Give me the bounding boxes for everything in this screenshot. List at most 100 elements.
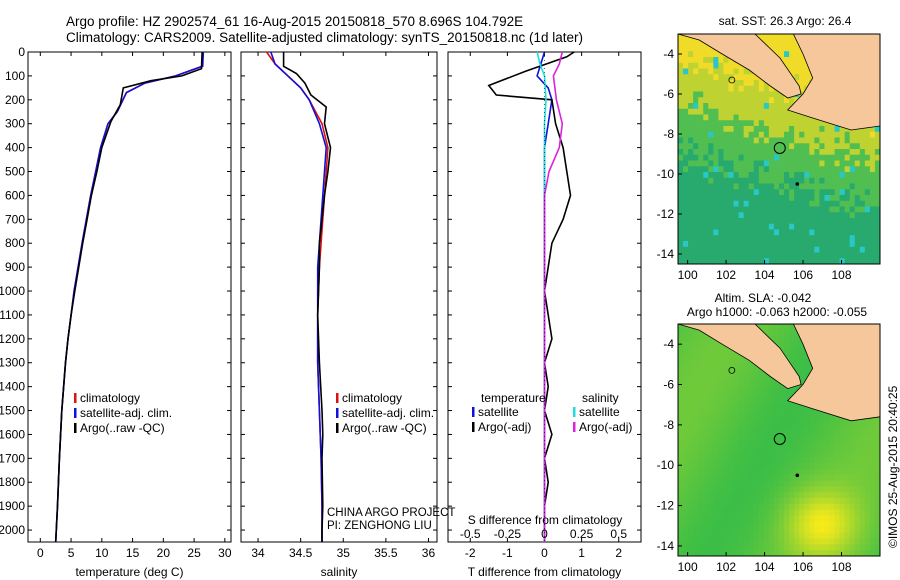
difference-xtick-top-label: -0.5 xyxy=(460,527,481,541)
sla-map-island xyxy=(728,366,736,374)
salinity-legend-label: climatology xyxy=(342,391,402,405)
sst-map-xtick-label: 108 xyxy=(832,268,852,282)
depth-tick-label: 400 xyxy=(5,141,25,155)
temperature-legend-label: climatology xyxy=(80,391,140,405)
difference-s-legend-swatch xyxy=(573,407,576,417)
salinity-xtick-label: 35 xyxy=(337,546,351,560)
salinity-series-satellite-adj-clim- xyxy=(270,51,328,542)
temperature-series-argo-raw-qc- xyxy=(54,51,203,543)
depth-tick-label: 0 xyxy=(18,45,25,59)
temperature-xtick-label: 0 xyxy=(37,546,44,560)
difference-t-legend-swatch xyxy=(472,407,475,417)
difference-t-legend-swatch xyxy=(472,422,475,432)
temperature-xtick-label: 5 xyxy=(68,546,75,560)
difference-xtick-label: 1 xyxy=(578,546,585,560)
depth-tick-label: 1600 xyxy=(0,427,25,441)
sla-map-raster xyxy=(678,324,880,556)
depth-tick-label: 2000 xyxy=(0,523,25,537)
temperature-xtick-label: 25 xyxy=(187,546,201,560)
salinity-legend-swatch xyxy=(336,393,339,403)
sla-map-xtick-label: 104 xyxy=(755,560,775,574)
sla-map-ytick-label: -8 xyxy=(663,418,674,432)
difference-legend-title-s: salinity xyxy=(582,391,619,405)
depth-tick-label: 700 xyxy=(5,212,25,226)
sla-map-group xyxy=(677,323,881,557)
depth-tick-label: 800 xyxy=(5,236,25,250)
temperature-xlabel: temperature (deg C) xyxy=(75,565,183,579)
sst-map-ytick-label: -6 xyxy=(663,87,674,101)
depth-tick-label: 900 xyxy=(5,260,25,274)
difference-legend-title-t: temperature xyxy=(481,391,546,405)
depth-tick-label: 300 xyxy=(5,117,25,131)
salinity-xtick-label: 34 xyxy=(251,546,265,560)
temperature-legend-swatch xyxy=(74,423,77,433)
difference-xtick-label: 2 xyxy=(615,546,622,560)
sst-map-argo-position xyxy=(773,142,786,154)
sst-map-title: sat. SST: 26.3 Argo: 26.4 xyxy=(719,14,852,28)
annotation-pi: PI: ZENGHONG LIU xyxy=(327,520,432,532)
depth-tick-label: 1200 xyxy=(0,332,25,346)
header-line-1: Argo profile: HZ 2902574_61 16-Aug-2015 … xyxy=(66,14,524,29)
difference-series-t-argo xyxy=(487,51,575,542)
header-line-2: Climatology: CARS2009. Satellite-adjuste… xyxy=(66,30,584,45)
depth-tick-label: 1300 xyxy=(0,356,25,370)
sla-map-point xyxy=(795,473,800,478)
salinity-frame xyxy=(240,51,438,543)
watermark: ©IMOS 25-Aug-2015 20:40:25 xyxy=(886,385,900,548)
sla-map-ytick-label: -4 xyxy=(663,337,674,351)
sst-map-sumatra xyxy=(678,34,802,99)
difference-s-legend-label: satellite xyxy=(579,405,620,419)
depth-tick-label: 1000 xyxy=(0,284,25,298)
salinity-xtick-label: 35.5 xyxy=(374,546,398,560)
difference-xlabel: T difference from climatology xyxy=(468,565,622,579)
sla-map-ytick-label: -14 xyxy=(657,539,675,553)
depth-tick-label: 200 xyxy=(5,93,25,107)
salinity-series-argo-raw-qc- xyxy=(282,52,332,542)
sst-map-ytick-label: -12 xyxy=(657,207,675,221)
sla-map-frame xyxy=(677,323,881,557)
sla-map-xtick-label: 106 xyxy=(793,560,813,574)
sst-map-java xyxy=(786,34,880,131)
depth-tick-label: 1400 xyxy=(0,380,25,394)
temperature-xtick-label: 15 xyxy=(126,546,140,560)
sst-map-xtick-label: 106 xyxy=(793,268,813,282)
salinity-legend-label: satellite-adj. clim. xyxy=(342,406,434,420)
sla-map-title-2: Argo h1000: -0.063 h2000: -0.055 xyxy=(687,305,867,319)
difference-s-legend-swatch xyxy=(573,422,576,432)
difference-xlabel-top: S difference from climatology xyxy=(468,513,623,527)
sla-map-java xyxy=(786,324,880,422)
depth-tick-label: 1500 xyxy=(0,404,25,418)
sst-map-xtick-label: 100 xyxy=(678,268,698,282)
sst-map-ytick-label: -8 xyxy=(663,127,674,141)
sla-map-xtick-label: 108 xyxy=(832,560,852,574)
difference-xtick-top-label: 0.5 xyxy=(610,527,627,541)
sla-map-argo-position xyxy=(773,432,786,445)
depth-tick-label: 1700 xyxy=(0,451,25,465)
annotation-project: CHINA ARGO PROJECT xyxy=(327,507,455,519)
temperature-legend-label: Argo(..raw -QC) xyxy=(80,421,165,435)
difference-t-legend-label: satellite xyxy=(478,405,519,419)
difference-xtick-label: -2 xyxy=(465,546,476,560)
sst-map-xtick-label: 104 xyxy=(755,268,775,282)
depth-tick-label: 100 xyxy=(5,69,25,83)
sst-map-ytick-label: -10 xyxy=(657,167,675,181)
sla-map-ytick-label: -12 xyxy=(657,499,675,513)
sst-map-raster xyxy=(678,34,880,264)
depth-tick-label: 1100 xyxy=(0,308,25,322)
sst-map-group xyxy=(677,33,881,265)
difference-s-legend-label: Argo(-adj) xyxy=(579,420,632,434)
temperature-legend-swatch xyxy=(74,408,77,418)
salinity-xlabel: salinity xyxy=(321,565,358,579)
difference-xtick-top-label: 0 xyxy=(541,527,548,541)
salinity-xtick-label: 34.5 xyxy=(289,546,313,560)
sla-map-title-1: Altim. SLA: -0.042 xyxy=(715,291,812,305)
depth-tick-label: 500 xyxy=(5,165,25,179)
depth-tick-label: 600 xyxy=(5,188,25,202)
temperature-legend-label: satellite-adj. clim. xyxy=(80,406,172,420)
sla-map-xtick-label: 100 xyxy=(678,560,698,574)
difference-xtick-top-label: 0.25 xyxy=(570,527,594,541)
temperature-legend-swatch xyxy=(74,393,77,403)
temperature-xtick-label: 30 xyxy=(218,546,232,560)
sla-map-ytick-label: -6 xyxy=(663,378,674,392)
